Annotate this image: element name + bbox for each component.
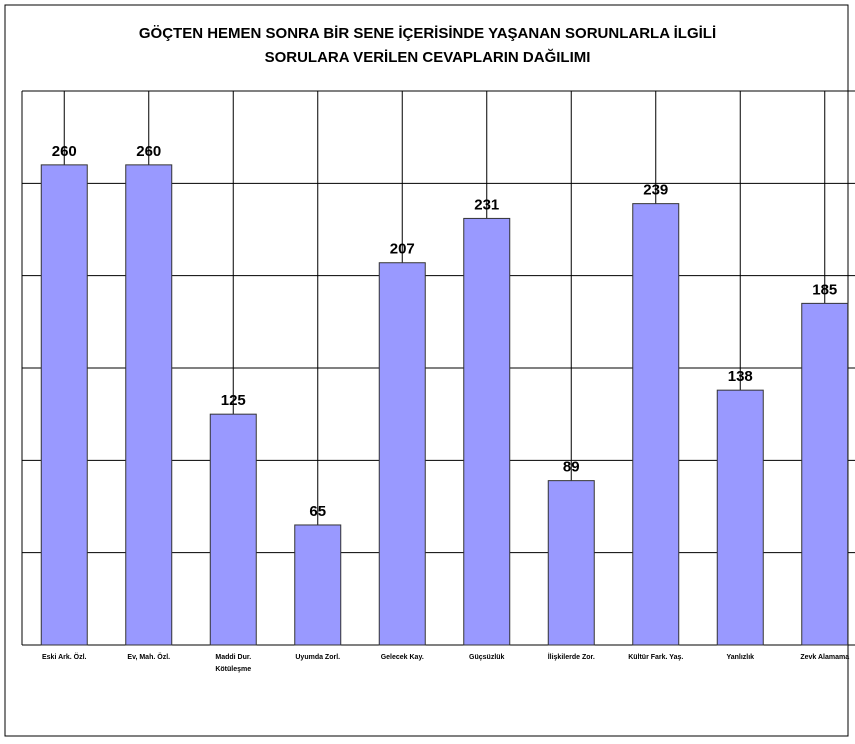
- x-tick-label: Zevk Alamama: [800, 654, 850, 661]
- value-label: 207: [390, 241, 415, 258]
- bar: [40, 164, 88, 646]
- x-tick-label: Kültür Fark. Yaş.: [628, 654, 684, 661]
- x-tick-label: Ev, Mah. Özl.: [127, 654, 171, 661]
- bar: [125, 164, 173, 646]
- x-tick-label: Maddi Dur. Kötüleşme: [215, 654, 252, 673]
- bar: [209, 413, 257, 646]
- bar: [294, 524, 342, 646]
- bar: [547, 480, 595, 646]
- value-label: 185: [812, 281, 837, 298]
- bar: [632, 203, 680, 646]
- value-label: 125: [221, 392, 246, 409]
- x-tick-label: İlişkilerde Zor.: [547, 654, 595, 661]
- x-tick-label: Eski Ark. Özl.: [42, 654, 87, 661]
- x-tick-label: Yanlızlık: [726, 654, 755, 661]
- value-label: 65: [309, 503, 326, 520]
- x-tick-label: Güçsüzlük: [469, 654, 505, 661]
- value-label: 138: [728, 368, 753, 385]
- value-label: 260: [136, 143, 161, 160]
- value-label: 89: [563, 459, 580, 476]
- bar: [463, 217, 511, 646]
- value-label: 260: [52, 143, 77, 160]
- bar: [716, 389, 764, 646]
- bar: [378, 262, 426, 646]
- x-tick-label: Uyumda Zorl.: [295, 654, 341, 661]
- x-tick-label: Gelecek Kay.: [380, 654, 424, 661]
- chart-title: GÖÇTEN HEMEN SONRA BİR SENE İÇERİSİNDE Y…: [138, 25, 717, 66]
- bar: [801, 302, 849, 646]
- value-label: 231: [474, 196, 499, 213]
- value-label: 239: [643, 182, 668, 199]
